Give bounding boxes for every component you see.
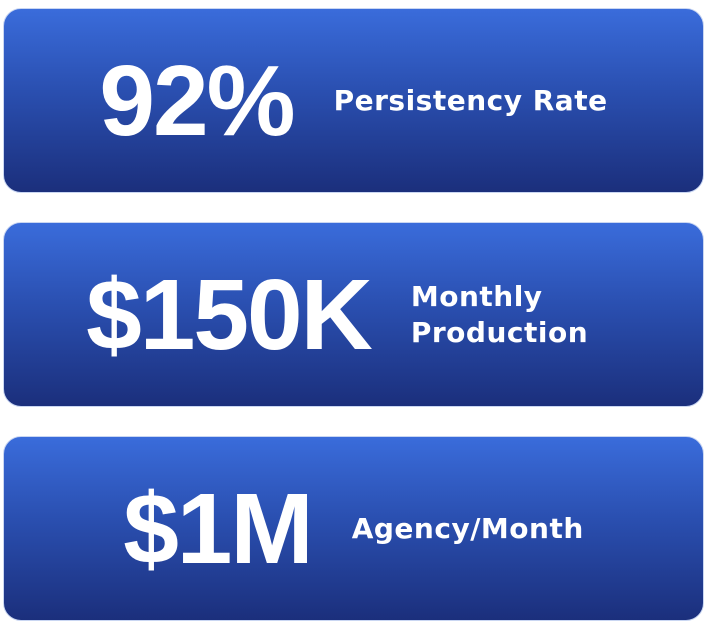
stat-label: Monthly Production <box>410 279 589 349</box>
stat-card: $150K Monthly Production <box>3 222 704 407</box>
stat-value: 92% <box>99 44 295 157</box>
stat-card: $1M Agency/Month <box>3 436 704 621</box>
stat-label: Persistency Rate <box>333 83 608 117</box>
stat-label: Agency/Month <box>351 511 584 545</box>
stat-card: 92% Persistency Rate <box>3 8 704 193</box>
stat-value: $1M <box>123 472 314 585</box>
stat-value: $150K <box>86 258 373 371</box>
